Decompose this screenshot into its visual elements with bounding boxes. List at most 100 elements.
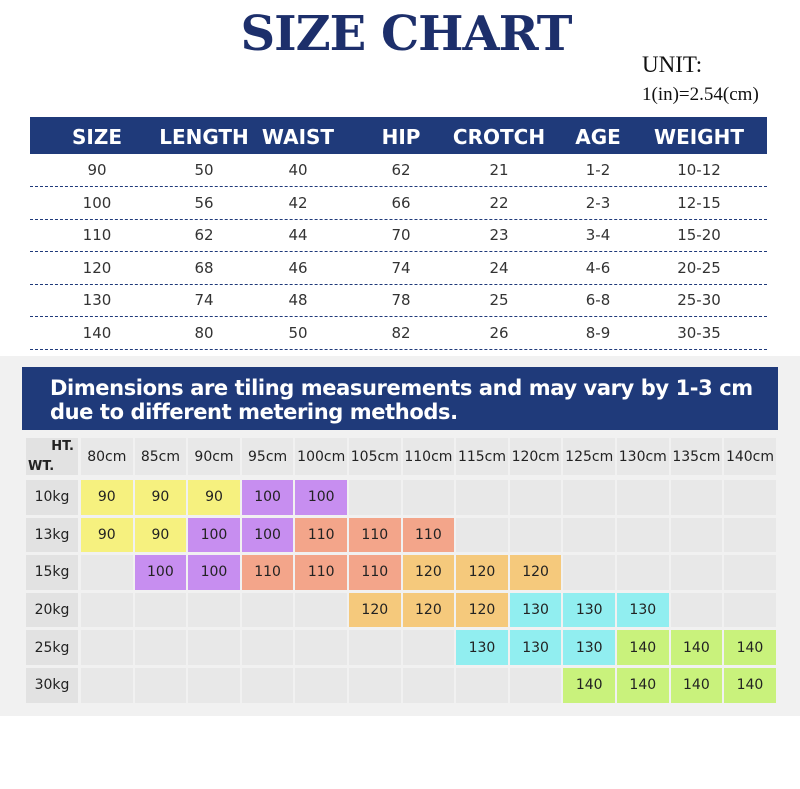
table-cell: 8-9	[585, 323, 611, 342]
table-cell: 26	[489, 323, 509, 342]
size-cell: 110	[349, 517, 401, 553]
size-cell: 120	[456, 555, 508, 590]
size-cell	[81, 668, 133, 703]
size-cell: 100	[295, 480, 347, 515]
table-cell: 2-3	[585, 193, 611, 212]
size-cell: 140	[563, 668, 615, 703]
size-cell: 140	[724, 668, 776, 703]
row-divider	[30, 251, 767, 252]
row-divider	[30, 186, 767, 187]
size-cell	[295, 668, 347, 703]
table-cell: 48	[288, 291, 308, 309]
table-cell: 24	[489, 258, 509, 277]
note-bar	[22, 367, 778, 430]
height-header: 140cm	[724, 438, 776, 475]
size-cell	[509, 517, 562, 553]
column-header: WAIST	[261, 125, 335, 149]
height-header: 120cm	[509, 438, 562, 475]
row-divider	[30, 218, 767, 220]
size-cell: 90	[134, 480, 187, 515]
size-cell	[456, 517, 508, 553]
table-cell: 78	[391, 291, 411, 309]
size-cell	[563, 480, 615, 515]
height-header: 125cm	[563, 438, 615, 475]
size-cell: 140	[617, 668, 669, 703]
size-cell: 110	[402, 517, 455, 553]
table-cell: 30-35	[677, 323, 721, 342]
table-cell: 20-25	[677, 258, 721, 277]
size-cell	[670, 592, 723, 628]
size-cell	[188, 630, 240, 665]
size-cell	[456, 668, 508, 703]
size-cell	[349, 668, 401, 703]
size-cell	[563, 517, 615, 553]
table-cell: 44	[288, 226, 308, 244]
table-cell: 74	[391, 258, 411, 277]
weight-label: 30kg	[26, 668, 78, 703]
height-header: 115cm	[456, 438, 508, 475]
height-header: 85cm	[134, 438, 187, 475]
table-cell: 23	[489, 226, 509, 244]
table-cell: 50	[288, 323, 308, 342]
size-cell: 120	[349, 592, 401, 628]
size-cell: 100	[188, 555, 240, 590]
size-cell: 110	[295, 517, 347, 553]
table-cell: 25	[489, 291, 509, 309]
weight-label: 10kg	[26, 480, 78, 515]
table-cell: 22	[489, 193, 509, 212]
row-divider	[30, 283, 767, 285]
weight-label: 25kg	[26, 630, 78, 665]
column-header: CROTCH	[452, 125, 546, 149]
note-line: Dimensions are tiling measurements and m…	[50, 376, 753, 400]
table-cell: 56	[194, 193, 214, 212]
note-line: due to different metering methods.	[50, 400, 458, 424]
size-cell: 100	[188, 517, 240, 553]
size-cell	[402, 668, 455, 703]
height-header: 105cm	[349, 438, 401, 475]
table-cell: 40	[288, 161, 308, 179]
size-cell	[134, 592, 187, 628]
size-cell	[295, 592, 347, 628]
size-cell	[617, 517, 669, 553]
header-bar	[30, 117, 767, 154]
size-cell	[241, 592, 294, 628]
height-header: 100cm	[295, 438, 347, 475]
table-cell: 100	[82, 193, 112, 212]
size-cell: 140	[617, 630, 669, 665]
table-cell: 90	[87, 161, 107, 179]
table-cell: 140	[82, 323, 112, 342]
size-cell: 100	[241, 480, 294, 515]
size-cell	[134, 668, 187, 703]
size-cell	[81, 630, 133, 665]
size-cell	[188, 668, 240, 703]
corner-top: HT.	[51, 439, 74, 454]
size-cell	[349, 480, 401, 515]
size-cell: 130	[563, 592, 615, 628]
table-cell: 46	[288, 258, 308, 277]
size-cell: 90	[134, 517, 187, 553]
size-cell: 90	[81, 517, 133, 553]
size-cell: 130	[509, 630, 562, 665]
size-cell: 120	[509, 555, 562, 590]
size-cell	[617, 480, 669, 515]
table-cell: 120	[82, 258, 112, 277]
table-cell: 15-20	[677, 226, 721, 244]
table-cell: 21	[489, 161, 509, 179]
table-cell: 3-4	[585, 226, 611, 244]
table-cell: 25-30	[677, 291, 721, 309]
size-cell	[81, 555, 133, 590]
height-header: 135cm	[670, 438, 723, 475]
size-cell	[509, 480, 562, 515]
size-cell: 90	[188, 480, 240, 515]
table-cell: 12-15	[677, 193, 721, 212]
weight-label: 15kg	[26, 555, 78, 590]
size-cell	[617, 555, 669, 590]
size-cell: 100	[134, 555, 187, 590]
height-header: 95cm	[241, 438, 294, 475]
size-cell: 110	[241, 555, 294, 590]
table-cell: 68	[194, 258, 214, 277]
size-cell	[188, 592, 240, 628]
size-cell: 130	[509, 592, 562, 628]
column-header: HIP	[381, 125, 421, 149]
